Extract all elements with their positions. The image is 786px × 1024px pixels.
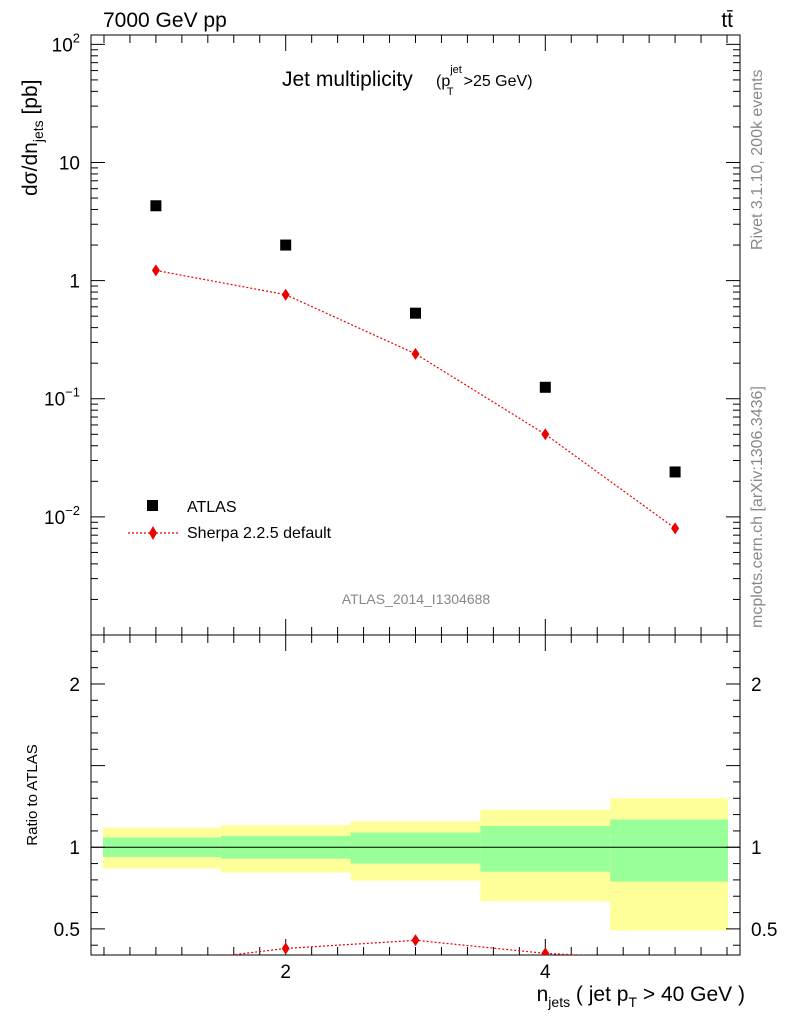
main-plot-frame xyxy=(90,34,741,636)
mc-series xyxy=(151,264,680,535)
ratio-band-inner xyxy=(350,832,481,864)
sherpa-line xyxy=(155,269,676,529)
main-y-tick-label: 10−2 xyxy=(44,503,80,529)
sherpa-point xyxy=(541,428,550,441)
main-y-tick-label: 102 xyxy=(52,30,80,56)
sherpa-point xyxy=(281,288,290,301)
ratio-y-tick-label-left: 1 xyxy=(69,838,80,859)
legend-atlas-label: ATLAS xyxy=(187,499,237,516)
sherpa-point xyxy=(151,264,160,277)
ratio-sherpa-point xyxy=(152,958,160,970)
legend-atlas-marker xyxy=(147,500,158,511)
data-series xyxy=(150,200,681,478)
legend-sherpa-marker xyxy=(149,526,157,540)
energy-label: 7000 GeV pp xyxy=(103,9,227,32)
mcplots-label: mcplots.cern.ch [arXiv:1306.3436] xyxy=(749,386,766,628)
atlas-point xyxy=(669,466,681,478)
atlas-point xyxy=(280,239,292,251)
ratio-y-tick-label-right: 0.5 xyxy=(751,920,777,941)
main-ylabel: dσ/dnjets [pb] xyxy=(19,79,46,196)
ratio-y-tick-label-right: 2 xyxy=(751,675,762,696)
analysis-id: ATLAS_2014_I1304688 xyxy=(342,591,491,607)
main-y-tick-label: 10−1 xyxy=(44,385,80,411)
x-axis-label: njets ( jet pT > 40 GeV ) xyxy=(537,983,745,1010)
ratio-sherpa-point xyxy=(411,934,420,947)
plot-title: Jet multiplicity xyxy=(282,68,413,91)
ratio-y-tick-label-left: 2 xyxy=(69,675,80,696)
x-tick-label: 4 xyxy=(540,962,551,983)
plot-title-cut: (pjet T>25 GeV) xyxy=(436,64,533,98)
rivet-label: Rivet 3.1.10, 200k events xyxy=(749,69,766,250)
ratio-band-inner xyxy=(480,826,611,872)
sherpa-point xyxy=(411,347,420,360)
ratio-mc-series xyxy=(152,934,676,970)
ratio-sherpa-point xyxy=(541,947,550,955)
sherpa-point xyxy=(671,522,680,535)
tick-labels: 102 10 1 10−1 10−2 2 2 1 1 0.5 0.5 2 4 xyxy=(44,30,777,983)
ratio-mc-clipped xyxy=(152,934,676,970)
main-y-tick-label: 1 xyxy=(69,272,80,293)
ratio-band-inner xyxy=(610,819,728,882)
x-tick-label: 2 xyxy=(280,962,291,983)
axis-ticks xyxy=(91,35,740,955)
ratio-bands xyxy=(103,798,728,931)
atlas-point xyxy=(150,200,162,212)
ratio-sherpa-point xyxy=(674,953,676,955)
atlas-point xyxy=(539,381,551,393)
legend-sherpa-label: Sherpa 2.2.5 default xyxy=(187,525,332,542)
ratio-sherpa-point xyxy=(281,942,290,955)
ratio-ylabel: Ratio to ATLAS xyxy=(24,744,41,845)
atlas-point xyxy=(410,307,421,319)
main-y-tick-label: 10 xyxy=(59,153,80,174)
ratio-y-tick-label-left: 0.5 xyxy=(54,920,80,941)
process-label: tt̄ xyxy=(721,9,733,32)
ratio-y-tick-label-right: 1 xyxy=(751,838,762,859)
